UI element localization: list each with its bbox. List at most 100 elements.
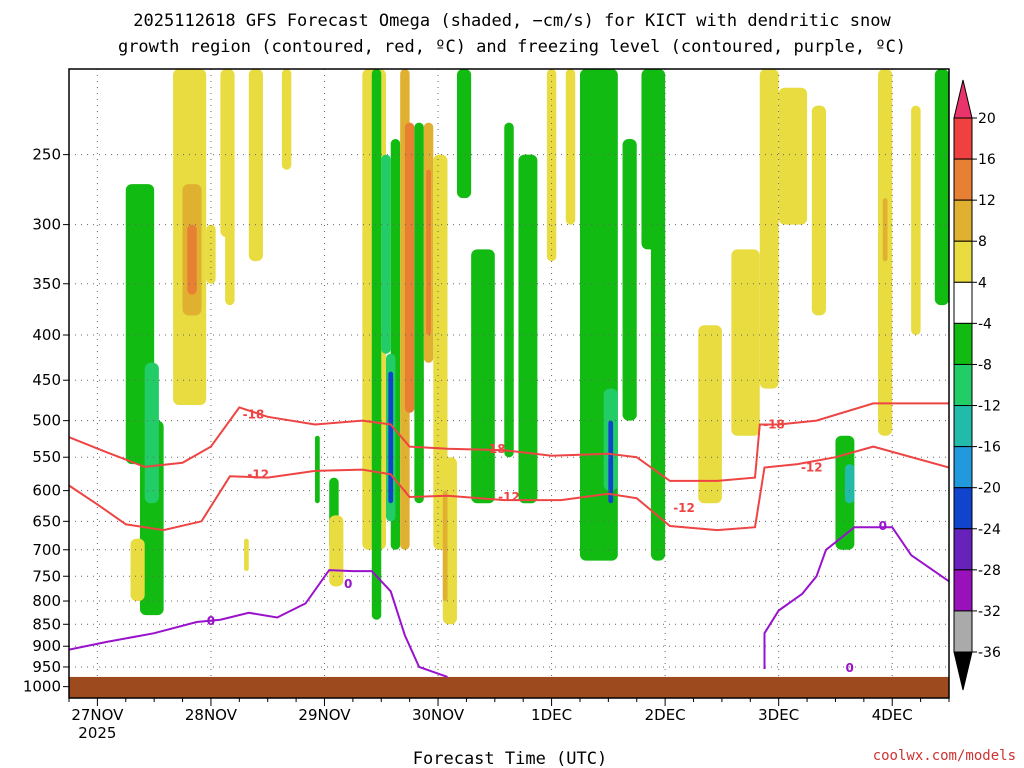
- y-tick-label: 650: [32, 512, 61, 530]
- omega-cell: [641, 69, 666, 250]
- chart-title-line-2: growth region (contoured, red, ºC) and f…: [118, 37, 906, 57]
- y-tick-label: 600: [32, 482, 61, 500]
- x-tick-sublabel: 2025: [78, 724, 116, 742]
- colorbar-label: -4: [978, 316, 992, 332]
- y-axis: 250 300 350 400 450 500 550 600 650 700 750 800 850 9…: [23, 146, 69, 696]
- terrain-fill: [69, 676, 949, 698]
- omega-cell: [329, 515, 344, 587]
- omega-cell: [698, 325, 722, 504]
- freezing-contour-label: 0: [845, 661, 853, 675]
- y-tick-label: 250: [32, 146, 61, 164]
- omega-cell: [244, 538, 249, 572]
- dgz-contour-label: -12: [247, 467, 269, 481]
- y-tick-label: 800: [32, 592, 61, 610]
- colorbar-label: -8: [978, 357, 992, 373]
- omega-cell: [144, 362, 159, 504]
- omega-cell: [426, 169, 431, 336]
- omega-cell: [206, 224, 216, 284]
- colorbar-bottom-arrow: [953, 651, 973, 691]
- dgz-contour-label: -18: [484, 442, 506, 456]
- omega-cell: [281, 69, 292, 170]
- freezing-contour: [763, 526, 949, 669]
- omega-cell: [315, 435, 320, 504]
- colorbar-swatch: [953, 322, 973, 365]
- omega-cell: [504, 122, 514, 458]
- y-tick-label: 750: [32, 567, 61, 585]
- colorbar-label: -32: [978, 604, 1001, 620]
- contour-layer: -18 -18 -18 -12 -12 -12 -12 0 0 0 0: [69, 402, 949, 678]
- colorbar-swatch: [953, 240, 973, 283]
- omega-cell: [650, 224, 666, 561]
- x-tick-label: 29NOV: [298, 706, 351, 724]
- omega-cell: [248, 69, 263, 262]
- omega-cell: [130, 538, 145, 602]
- colorbar-swatch: [953, 281, 973, 324]
- colorbar-label: 12: [978, 193, 996, 209]
- colorbar-swatch: [953, 487, 973, 530]
- y-tick-label: 300: [32, 216, 61, 234]
- omega-cell: [442, 490, 448, 602]
- omega-cell: [565, 69, 576, 225]
- dgz-contour: [69, 445, 949, 532]
- omega-cell: [433, 154, 448, 550]
- omega-cell: [388, 371, 394, 504]
- colorbar-label: -12: [978, 399, 1001, 415]
- y-tick-label: 900: [32, 637, 61, 655]
- omega-cell: [934, 69, 949, 306]
- x-tick-label: 28NOV: [185, 706, 238, 724]
- freezing-contour-label: 0: [344, 577, 352, 591]
- y-tick-label: 450: [32, 371, 61, 389]
- surface-layer: [69, 676, 949, 698]
- x-tick-label: 3DEC: [758, 706, 799, 724]
- omega-cell: [759, 69, 779, 389]
- y-tick-label: 950: [32, 658, 61, 676]
- y-tick-label: 550: [32, 448, 61, 466]
- x-tick-label: 27NOV: [71, 706, 124, 724]
- freezing-contour-label: 0: [207, 614, 215, 628]
- dgz-contour-label: -12: [673, 501, 695, 515]
- colorbar-label: 20: [978, 111, 996, 127]
- x-tick-label: 2DEC: [645, 706, 686, 724]
- dgz-contour: [69, 402, 949, 482]
- omega-shading-layer: [125, 69, 949, 625]
- colorbar-swatch: [953, 158, 973, 201]
- omega-cell: [811, 105, 826, 316]
- colorbar-label: -24: [978, 522, 1001, 538]
- omega-cell: [187, 224, 197, 295]
- colorbar-label: 8: [978, 234, 987, 250]
- colorbar-label: -20: [978, 481, 1001, 497]
- colorbar-top-arrow: [953, 79, 973, 119]
- omega-cell: [225, 224, 235, 306]
- omega-cell: [456, 69, 472, 199]
- colorbar-swatch: [953, 446, 973, 489]
- colorbar-swatch: [953, 569, 973, 612]
- colorbar: 20 16 12 8 4 -4 -8 -12 -16 -20 -24 -28 -32 -36: [953, 79, 1001, 691]
- colorbar-swatch: [953, 528, 973, 571]
- omega-cell: [622, 138, 637, 421]
- y-tick-label: 400: [32, 326, 61, 344]
- y-tick-label: 500: [32, 412, 61, 430]
- freezing-contour: [69, 569, 448, 678]
- omega-cell: [882, 198, 888, 262]
- dgz-contour-label: -18: [763, 417, 785, 431]
- omega-cell: [731, 249, 760, 436]
- colorbar-label: -16: [978, 440, 1001, 456]
- y-tick-label: 850: [32, 615, 61, 633]
- x-tick-label: 30NOV: [412, 706, 465, 724]
- omega-cell: [778, 87, 808, 225]
- y-tick-label: 700: [32, 541, 61, 559]
- omega-cell: [381, 154, 391, 354]
- x-axis-label: Forecast Time (UTC): [413, 749, 607, 768]
- colorbar-swatch: [953, 199, 973, 242]
- y-tick-label: 1000: [23, 678, 61, 696]
- omega-cell: [518, 154, 538, 504]
- colorbar-swatch: [953, 405, 973, 448]
- colorbar-label: -28: [978, 563, 1001, 579]
- omega-cell: [414, 122, 424, 504]
- omega-cell: [911, 105, 921, 336]
- dgz-contour-label: -18: [243, 407, 265, 421]
- omega-cell: [371, 69, 382, 620]
- x-tick-label: 4DEC: [872, 706, 913, 724]
